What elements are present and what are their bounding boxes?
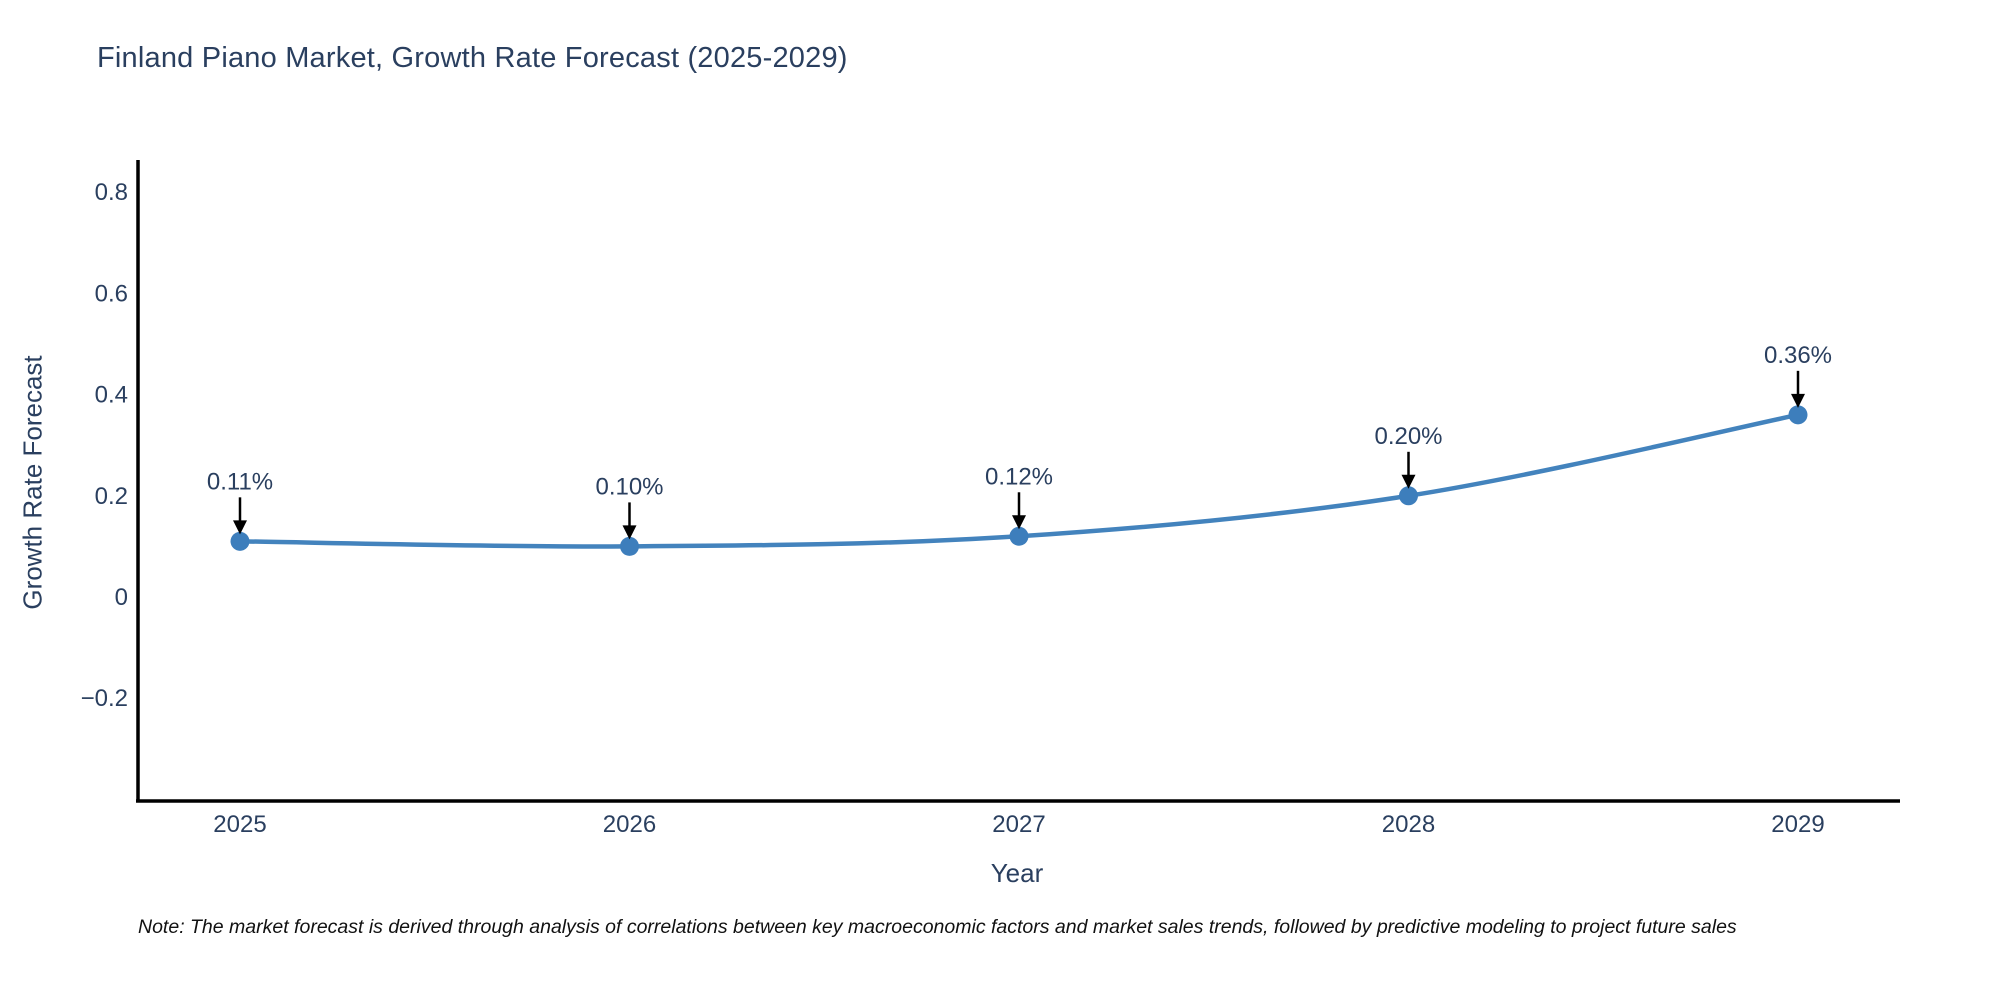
data-point-label: 0.36% [1764,342,1832,369]
annotation-arrowhead-icon [622,525,637,540]
y-tick-label: 0 [115,584,128,611]
annotation-arrowhead-icon [1012,515,1026,530]
data-point-label: 0.12% [985,463,1053,490]
x-tick-label[interactable]: 2028 [1382,811,1435,838]
y-tick-label: 0.4 [95,382,128,409]
data-point-label: 0.20% [1374,423,1442,450]
y-tick-label: 0.2 [95,483,128,510]
x-tick-label[interactable]: 2026 [603,811,656,838]
data-point-marker[interactable] [230,531,250,551]
y-tick-label: 0.6 [95,280,128,307]
data-point-marker[interactable] [1399,486,1418,506]
y-tick-label: −0.2 [81,685,128,712]
chart-title: Finland Piano Market, Growth Rate Foreca… [97,42,848,74]
annotation-arrowhead-icon [1401,474,1416,489]
x-tick-label[interactable]: 2029 [1771,811,1824,838]
data-point-marker[interactable] [620,536,639,556]
data-point-marker[interactable] [1788,405,1808,425]
data-point-marker[interactable] [1009,526,1029,546]
x-tick-label[interactable]: 2025 [213,811,266,838]
annotation-arrowhead-icon [1791,393,1805,408]
x-tick-label[interactable]: 2027 [992,811,1045,838]
y-tick-label: 0.8 [95,179,128,206]
data-point-label: 0.10% [595,473,663,500]
x-axis-label: Year [990,858,1044,888]
annotation-arrowhead-icon [233,520,247,535]
footnote: Note: The market forecast is derived thr… [138,916,1737,938]
data-point-label: 0.11% [207,468,273,495]
